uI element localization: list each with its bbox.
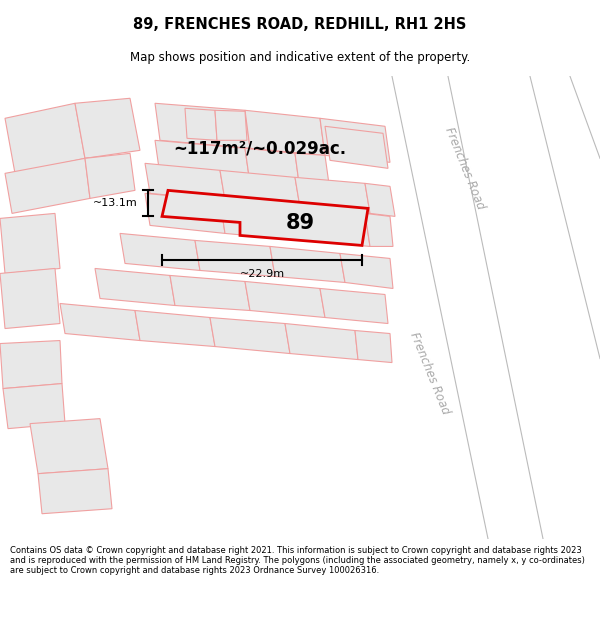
Polygon shape [38,469,112,514]
Polygon shape [155,141,250,183]
Text: Contains OS data © Crown copyright and database right 2021. This information is : Contains OS data © Crown copyright and d… [10,546,585,576]
Text: Frenches Road: Frenches Road [443,125,487,211]
Polygon shape [0,213,60,274]
Polygon shape [295,208,370,246]
Polygon shape [285,324,358,359]
Polygon shape [365,213,393,246]
Polygon shape [95,269,175,306]
Polygon shape [270,246,345,282]
Polygon shape [320,289,388,324]
Polygon shape [30,419,108,474]
Polygon shape [85,156,115,176]
Polygon shape [162,191,368,246]
Text: 89: 89 [286,213,314,233]
Polygon shape [145,193,225,233]
Text: Map shows position and indicative extent of the property.: Map shows position and indicative extent… [130,51,470,64]
Polygon shape [5,158,90,213]
Polygon shape [145,163,225,201]
Polygon shape [245,148,300,191]
Text: 89, FRENCHES ROAD, REDHILL, RH1 2HS: 89, FRENCHES ROAD, REDHILL, RH1 2HS [133,17,467,32]
Polygon shape [195,241,275,276]
Polygon shape [155,103,250,148]
Text: ~22.9m: ~22.9m [239,269,284,279]
Polygon shape [295,177,370,213]
Polygon shape [245,110,325,156]
Text: Frenches Road: Frenches Road [407,331,452,417]
Polygon shape [392,76,583,539]
Text: ~13.1m: ~13.1m [93,198,138,208]
Polygon shape [170,276,250,311]
Polygon shape [325,126,388,168]
Polygon shape [295,153,330,191]
Polygon shape [215,110,247,141]
Polygon shape [220,171,300,208]
Polygon shape [210,318,290,354]
Polygon shape [3,384,65,429]
Polygon shape [220,201,300,241]
Polygon shape [120,233,200,271]
Polygon shape [355,331,392,362]
Polygon shape [245,281,325,318]
Text: ~117m²/~0.029ac.: ~117m²/~0.029ac. [173,139,347,158]
Polygon shape [185,108,217,141]
Polygon shape [5,103,85,173]
Polygon shape [85,153,135,198]
Polygon shape [0,269,60,329]
Polygon shape [75,98,140,158]
Polygon shape [60,304,140,341]
Polygon shape [320,118,390,162]
Polygon shape [365,183,395,216]
Polygon shape [0,341,62,389]
Polygon shape [340,254,393,289]
Polygon shape [135,311,215,346]
